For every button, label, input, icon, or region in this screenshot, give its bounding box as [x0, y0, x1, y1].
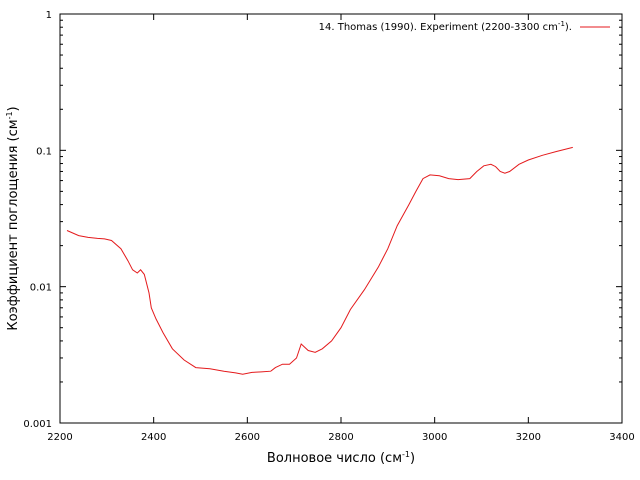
- tick-labels: 2200 2400 2600 2800 3000 3200 3400 0.001 0.01 0.1…: [23, 10, 634, 443]
- tick-marks: [59, 13, 623, 424]
- x-tick-label: 2200: [47, 432, 72, 443]
- x-tick-label: 3000: [422, 432, 447, 443]
- y-tick-label: 0.1: [36, 146, 52, 157]
- x-tick-label: 2400: [141, 432, 166, 443]
- series-line-0: [66, 146, 573, 375]
- y-tick-label: 1: [46, 10, 52, 21]
- x-tick-label: 3200: [516, 432, 541, 443]
- series-layer: [66, 146, 573, 375]
- legend-entry-label: 14. Thomas (1990). Experiment (2200-3300…: [319, 20, 572, 33]
- x-tick-label: 2800: [328, 432, 353, 443]
- y-axis-title: Коэффициент поглощения (см-1): [5, 106, 21, 330]
- plot-frame: [59, 13, 623, 424]
- x-tick-label: 2600: [235, 432, 260, 443]
- legend: 14. Thomas (1990). Experiment (2200-3300…: [319, 20, 610, 33]
- x-axis-title: Волновое число (см-1): [267, 450, 415, 466]
- y-tick-label: 0.01: [30, 283, 52, 294]
- x-tick-label: 3400: [609, 432, 634, 443]
- y-tick-label: 0.001: [23, 419, 52, 430]
